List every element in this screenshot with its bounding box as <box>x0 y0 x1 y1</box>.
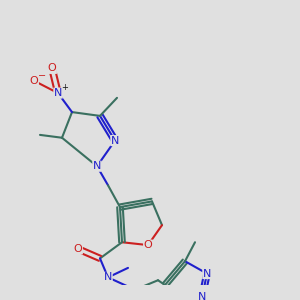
Text: N: N <box>93 161 101 171</box>
Text: O: O <box>74 244 82 254</box>
Text: O: O <box>30 76 38 86</box>
Text: −: − <box>38 71 46 81</box>
Text: O: O <box>144 240 152 250</box>
Text: N: N <box>54 88 62 98</box>
Text: O: O <box>48 63 56 74</box>
Text: N: N <box>198 292 206 300</box>
Text: N: N <box>203 268 211 279</box>
Text: +: + <box>61 83 68 92</box>
Text: N: N <box>104 272 112 282</box>
Text: N: N <box>111 136 119 146</box>
